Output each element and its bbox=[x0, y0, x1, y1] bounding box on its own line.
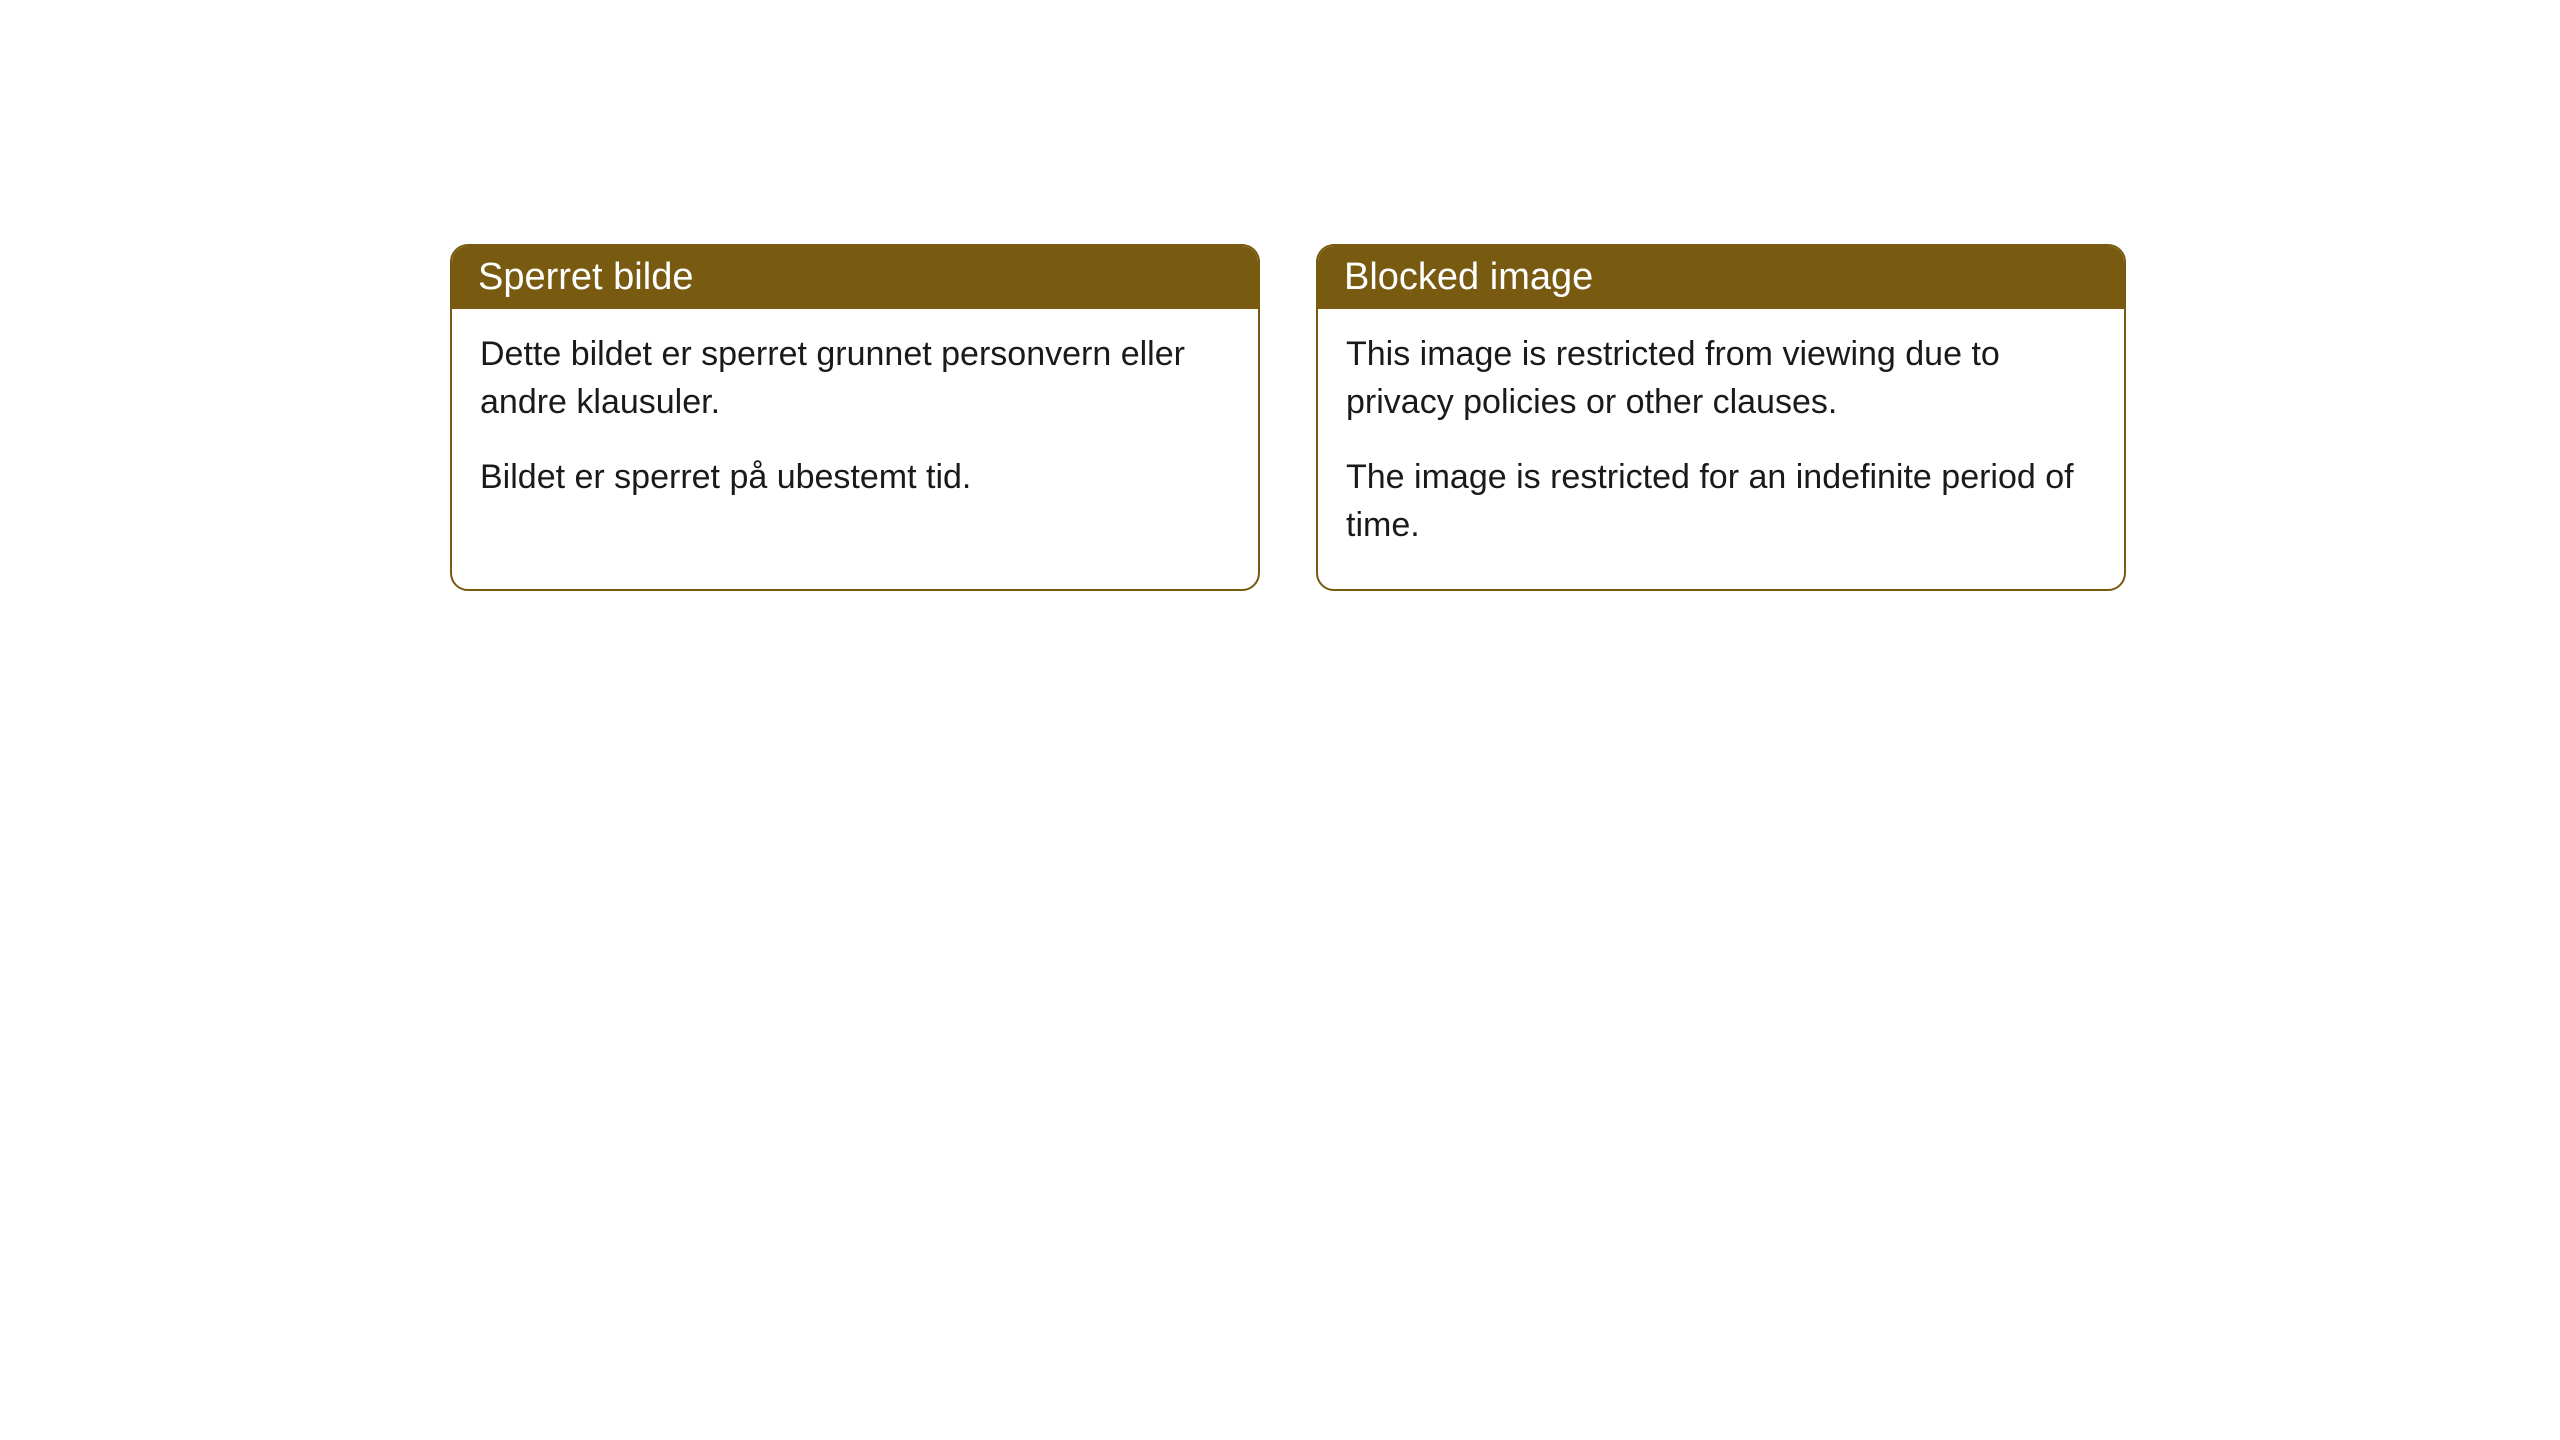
blocked-image-card-en: Blocked image This image is restricted f… bbox=[1316, 244, 2126, 591]
card-paragraph-1-en: This image is restricted from viewing du… bbox=[1346, 331, 2096, 426]
card-paragraph-1-no: Dette bildet er sperret grunnet personve… bbox=[480, 331, 1230, 426]
card-paragraph-2-no: Bildet er sperret på ubestemt tid. bbox=[480, 454, 1230, 502]
card-title-no: Sperret bilde bbox=[478, 256, 693, 298]
card-title-en: Blocked image bbox=[1344, 256, 1593, 298]
card-body-no: Dette bildet er sperret grunnet personve… bbox=[452, 309, 1258, 542]
card-paragraph-2-en: The image is restricted for an indefinit… bbox=[1346, 454, 2096, 549]
card-header-no: Sperret bilde bbox=[452, 246, 1258, 309]
cards-container: Sperret bilde Dette bildet er sperret gr… bbox=[450, 244, 2126, 591]
blocked-image-card-no: Sperret bilde Dette bildet er sperret gr… bbox=[450, 244, 1260, 591]
card-body-en: This image is restricted from viewing du… bbox=[1318, 309, 2124, 589]
card-header-en: Blocked image bbox=[1318, 246, 2124, 309]
